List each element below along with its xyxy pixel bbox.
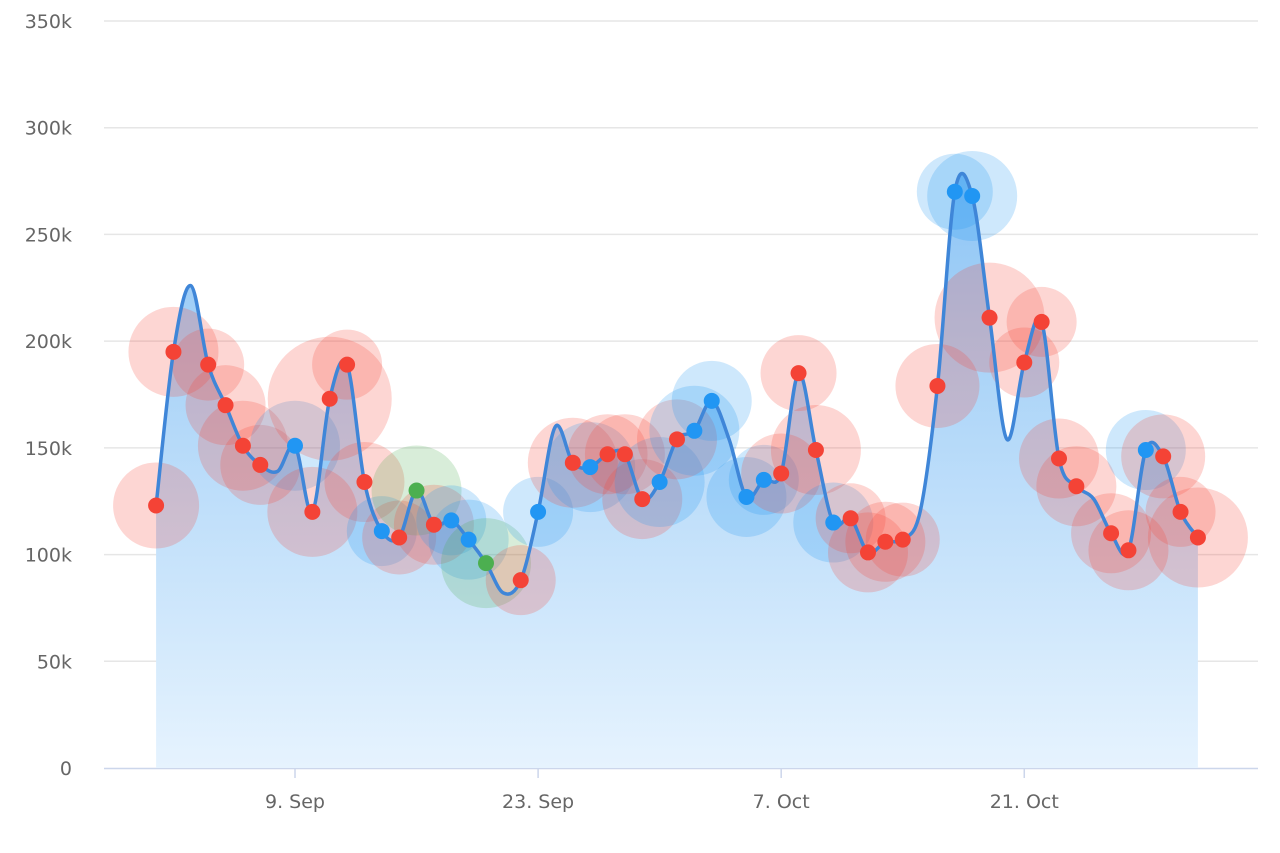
data-point-red bbox=[773, 465, 790, 482]
y-axis: 0 50k 100k 150k 200k 250k 300k 350k bbox=[25, 11, 72, 780]
data-point-blue bbox=[651, 474, 668, 491]
y-tick-label: 250k bbox=[25, 224, 72, 246]
data-point-red bbox=[634, 491, 651, 508]
data-point-blue bbox=[287, 437, 303, 454]
data-point-blue bbox=[582, 459, 599, 476]
data-point-red bbox=[339, 356, 356, 373]
data-point-green bbox=[408, 482, 425, 499]
data-point-red bbox=[512, 572, 529, 589]
data-point-red bbox=[148, 497, 165, 514]
data-point-green bbox=[478, 555, 494, 572]
data-point-red bbox=[877, 533, 894, 550]
area-fill bbox=[156, 173, 1198, 769]
data-point-red bbox=[894, 531, 911, 548]
data-point-red bbox=[252, 456, 269, 473]
data-point-red bbox=[321, 390, 338, 407]
y-tick-label: 150k bbox=[25, 438, 72, 460]
data-point-red bbox=[234, 437, 251, 454]
data-point-red bbox=[1068, 478, 1085, 495]
data-point-red bbox=[165, 343, 182, 360]
y-tick-label: 200k bbox=[25, 331, 72, 353]
y-tick-label: 50k bbox=[37, 651, 72, 673]
data-point-blue bbox=[738, 488, 755, 505]
x-tick-label: 9. Sep bbox=[265, 791, 325, 813]
data-point-blue bbox=[686, 422, 703, 439]
markers bbox=[148, 183, 1206, 589]
data-point-blue bbox=[1137, 441, 1154, 458]
data-point-red bbox=[807, 441, 824, 458]
data-point-red bbox=[599, 446, 616, 463]
data-point-blue bbox=[703, 392, 720, 409]
data-point-blue bbox=[460, 531, 477, 548]
y-tick-label: 350k bbox=[25, 11, 72, 33]
data-point-red bbox=[356, 474, 373, 491]
data-point-red bbox=[1033, 313, 1050, 330]
data-point-blue bbox=[373, 523, 390, 540]
data-point-blue bbox=[755, 471, 772, 488]
x-tick-label: 23. Sep bbox=[502, 791, 574, 813]
data-point-red bbox=[425, 516, 442, 533]
data-point-red bbox=[1103, 525, 1120, 542]
data-point-red bbox=[842, 510, 859, 527]
x-tick-label: 7. Oct bbox=[753, 791, 810, 813]
data-point-red bbox=[1120, 542, 1137, 559]
data-point-red bbox=[790, 365, 807, 382]
data-point-red bbox=[860, 544, 876, 561]
data-point-red bbox=[564, 454, 581, 471]
data-point-red bbox=[1016, 354, 1033, 371]
y-tick-label: 100k bbox=[25, 545, 72, 567]
data-point-red bbox=[1172, 503, 1189, 520]
x-tick-label: 21. Oct bbox=[990, 791, 1059, 813]
data-point-red bbox=[929, 377, 946, 394]
data-point-red bbox=[200, 356, 217, 373]
data-point-red bbox=[1051, 450, 1067, 467]
y-tick-label: 300k bbox=[25, 118, 72, 140]
data-point-red bbox=[1155, 448, 1172, 465]
data-point-red bbox=[669, 431, 685, 448]
x-axis: 9. Sep 23. Sep 7. Oct 21. Oct bbox=[104, 767, 1258, 813]
data-point-blue bbox=[443, 512, 460, 529]
data-point-red bbox=[391, 529, 408, 546]
data-point-red bbox=[1189, 529, 1206, 546]
data-point-red bbox=[981, 309, 998, 326]
data-point-blue bbox=[825, 514, 842, 531]
data-point-red bbox=[217, 397, 234, 414]
y-tick-label: 0 bbox=[60, 758, 72, 780]
data-point-blue bbox=[946, 183, 963, 200]
data-point-red bbox=[616, 446, 633, 463]
data-point-blue bbox=[530, 503, 547, 520]
data-point-blue bbox=[964, 188, 981, 205]
data-point-red bbox=[304, 503, 321, 520]
